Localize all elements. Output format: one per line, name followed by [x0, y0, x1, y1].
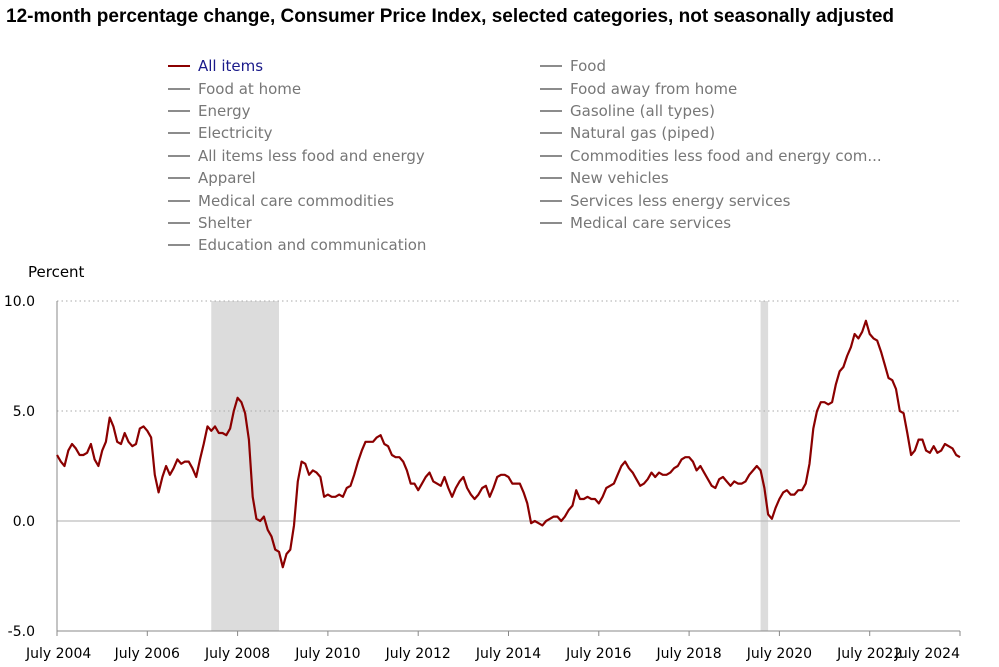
legend-label: Energy: [198, 101, 251, 120]
legend-label: Medical care services: [570, 213, 732, 232]
legend-swatch: [168, 154, 190, 157]
legend-swatch: [168, 221, 190, 224]
legend-swatch: [168, 87, 190, 90]
legend-label: All items: [198, 57, 264, 76]
x-tick-label: July 2024: [894, 646, 960, 662]
legend-label: Services less energy services: [570, 191, 791, 210]
legend-swatch: [540, 65, 562, 68]
legend-swatch: [168, 132, 190, 135]
x-tick-label: July 2004: [25, 646, 91, 662]
legend-label: Gasoline (all types): [570, 101, 715, 120]
legend-item-all-items[interactable]: All items: [168, 55, 426, 77]
legend-swatch: [168, 65, 190, 68]
legend-item-natural-gas[interactable]: Natural gas (piped): [540, 122, 882, 144]
legend-swatch: [540, 87, 562, 90]
x-tick-label: July 2020: [746, 646, 812, 662]
legend-label: Apparel: [198, 169, 256, 188]
legend-item-food-at-home[interactable]: Food at home: [168, 77, 426, 99]
legend-item-services[interactable]: Services less energy services: [540, 189, 882, 211]
legend-item-commodities[interactable]: Commodities less food and energy com...: [540, 145, 882, 167]
legend-label: Education and communication: [198, 236, 427, 255]
recession-band: [760, 301, 769, 631]
legend-swatch: [168, 109, 190, 112]
legend-label: Food away from home: [570, 79, 738, 98]
legend-item-gasoline[interactable]: Gasoline (all types): [540, 100, 882, 122]
legend-label: Natural gas (piped): [570, 124, 716, 143]
series-line-all-items[interactable]: [56, 319, 961, 569]
legend-item-new-vehicles[interactable]: New vehicles: [540, 167, 882, 189]
x-tick-label: July 2006: [114, 646, 180, 662]
legend-label: Commodities less food and energy com...: [570, 146, 882, 165]
x-tick-label: July 2018: [655, 646, 721, 662]
legend-item-education[interactable]: Education and communication: [168, 234, 426, 256]
legend-label: Food: [570, 57, 606, 76]
x-tick-label: July 2022: [836, 646, 902, 662]
legend-column-left: All items Food at home Energy Electricit…: [168, 55, 426, 257]
recession-band: [211, 301, 279, 631]
y-tick-label: -5.0: [8, 624, 35, 640]
chart-title: 12-month percentage change, Consumer Pri…: [6, 6, 895, 27]
legend-label: Medical care commodities: [198, 191, 395, 210]
legend-swatch: [540, 132, 562, 135]
x-tick-label: July 2012: [385, 646, 451, 662]
legend-swatch: [168, 244, 190, 247]
y-tick-label: 0.0: [13, 514, 35, 530]
legend-swatch: [540, 221, 562, 224]
legend-swatch: [540, 154, 562, 157]
legend-swatch: [540, 109, 562, 112]
legend-item-medical-commodities[interactable]: Medical care commodities: [168, 189, 426, 211]
legend-label: New vehicles: [570, 169, 669, 188]
legend-swatch: [168, 199, 190, 202]
x-tick-label: July 2014: [475, 646, 541, 662]
legend-label: All items less food and energy: [198, 146, 425, 165]
x-tick-label: July 2008: [204, 646, 270, 662]
legend-swatch: [540, 177, 562, 180]
y-tick-label: 10.0: [4, 294, 35, 310]
legend-item-food-away[interactable]: Food away from home: [540, 77, 882, 99]
legend-label: Electricity: [198, 124, 273, 143]
y-axis-title: Percent: [28, 263, 85, 281]
legend-swatch: [540, 199, 562, 202]
legend-label: Food at home: [198, 79, 302, 98]
legend-item-shelter[interactable]: Shelter: [168, 212, 426, 234]
legend-item-electricity[interactable]: Electricity: [168, 122, 426, 144]
legend-item-energy[interactable]: Energy: [168, 100, 426, 122]
legend-item-food[interactable]: Food: [540, 55, 882, 77]
legend-column-right: Food Food away from home Gasoline (all t…: [540, 55, 882, 234]
y-tick-label: 5.0: [13, 404, 35, 420]
x-tick-label: July 2010: [294, 646, 360, 662]
legend-swatch: [168, 177, 190, 180]
legend-item-medical-services[interactable]: Medical care services: [540, 212, 882, 234]
legend-item-core[interactable]: All items less food and energy: [168, 145, 426, 167]
legend-label: Shelter: [198, 213, 252, 232]
x-tick-label: July 2016: [565, 646, 631, 662]
legend-item-apparel[interactable]: Apparel: [168, 167, 426, 189]
